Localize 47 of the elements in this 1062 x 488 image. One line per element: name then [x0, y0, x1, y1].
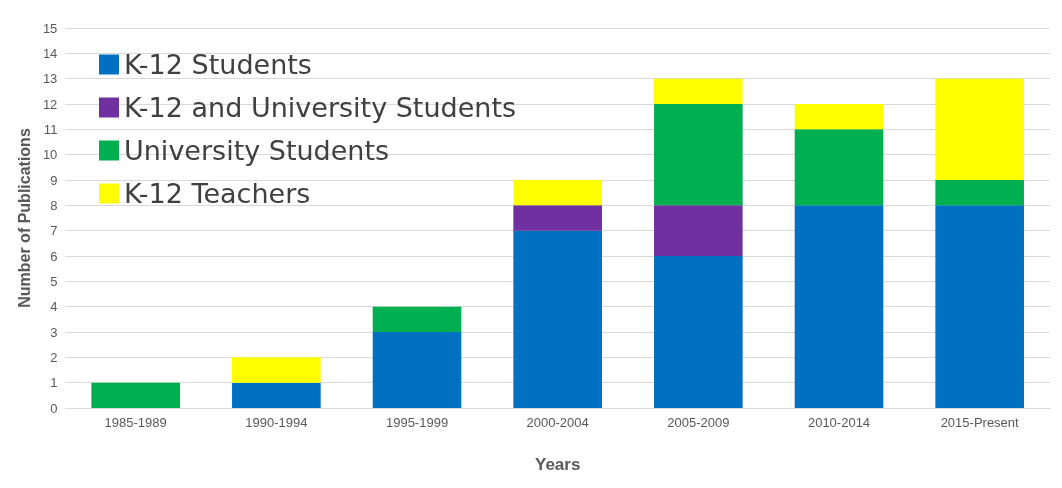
y-tick-label: 3: [50, 324, 58, 340]
bar: [935, 78, 1024, 180]
x-axis-title: Years: [534, 455, 581, 474]
y-tick-label: 12: [42, 96, 58, 112]
y-tick-label: 0: [50, 400, 58, 416]
bar: [372, 332, 462, 408]
legend-label: K-12 Students: [124, 49, 312, 80]
y-tick-label: 15: [42, 20, 58, 36]
legend-label: K-12 Teachers: [124, 178, 311, 209]
y-tick-label: 9: [50, 172, 58, 188]
x-tick-label: 1990-1994: [245, 415, 308, 430]
bar: [654, 104, 743, 206]
y-tick-label: 4: [50, 299, 58, 315]
x-tick-label: 2005-2009: [667, 415, 730, 430]
bar: [794, 129, 884, 206]
bar: [654, 256, 743, 408]
bar: [794, 205, 884, 408]
bar: [935, 180, 1024, 206]
y-tick-label: 13: [42, 71, 58, 87]
bar: [91, 382, 180, 408]
y-tick-label: 7: [50, 223, 58, 239]
bar: [513, 230, 602, 408]
bar: [513, 180, 602, 206]
bar: [794, 104, 884, 130]
y-tick-label: 11: [43, 121, 58, 137]
y-tick-label: 14: [42, 45, 58, 61]
bar: [654, 78, 743, 104]
x-tick-label: 1985-1989: [104, 415, 167, 430]
bar: [232, 357, 321, 383]
legend-label: K-12 and University Students: [124, 92, 517, 123]
y-tick-label: 10: [42, 147, 58, 163]
x-tick-label: 1995-1999: [385, 415, 449, 430]
y-tick-label: 5: [50, 273, 58, 289]
y-tick-label: 6: [50, 248, 58, 264]
legend-label: University Students: [124, 135, 390, 166]
bar: [935, 205, 1024, 408]
y-tick-label: 1: [50, 375, 58, 391]
bar: [232, 382, 321, 408]
x-tick-label: 2010-2014: [807, 415, 871, 430]
bar: [654, 205, 743, 256]
x-tick-label: 2015-Present: [940, 415, 1020, 430]
y-tick-label: 2: [50, 349, 58, 365]
y-tick-label: 8: [50, 197, 58, 213]
y-axis-title: Number of Publications: [15, 128, 33, 308]
bar: [372, 306, 462, 332]
bar: [513, 205, 602, 231]
x-tick-label: 2000-2004: [526, 415, 589, 430]
